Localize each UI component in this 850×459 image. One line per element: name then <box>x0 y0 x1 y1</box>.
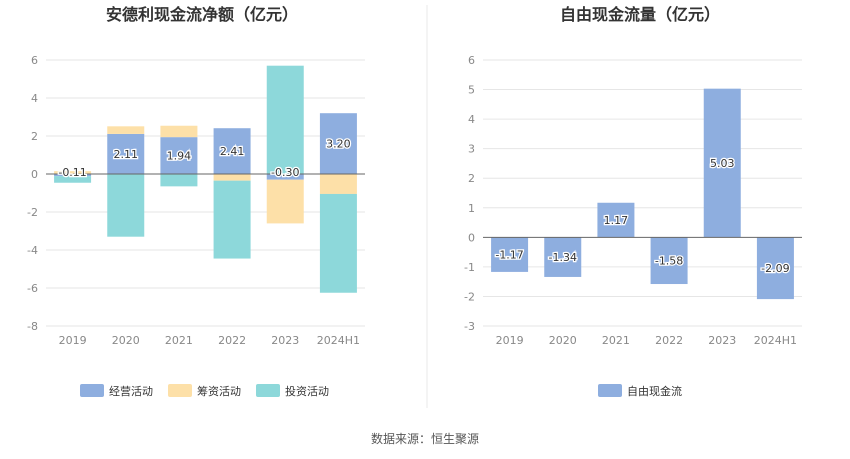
bar-fcf-2022 <box>650 237 688 285</box>
x-tick-label: 2023 <box>708 334 736 347</box>
y-tick-label: -8 <box>27 320 38 333</box>
x-tick-label: 2022 <box>655 334 683 347</box>
bar-fcf-2019 <box>491 237 529 272</box>
y-tick-label: -4 <box>27 244 38 257</box>
data-label: -0.30 <box>271 166 299 179</box>
bar-investing-2021 <box>160 174 198 187</box>
y-tick-label: 4 <box>31 92 38 105</box>
legend-label-fcf[interactable]: 自由现金流 <box>627 384 682 398</box>
y-tick-label: 6 <box>31 54 38 67</box>
x-tick-label: 2022 <box>218 334 246 347</box>
x-tick-label: 2021 <box>165 334 193 347</box>
y-tick-label: -1 <box>464 261 475 274</box>
y-tick-label: 3 <box>468 143 475 156</box>
bar-fcf-2023 <box>703 88 741 238</box>
bar-financing-2020 <box>107 126 145 134</box>
bar-operating-2019 <box>54 174 92 177</box>
data-label: 5.03 <box>710 157 735 170</box>
x-tick-label: 2019 <box>496 334 524 347</box>
y-tick-label: 1 <box>468 202 475 215</box>
bar-investing-2022 <box>213 180 251 259</box>
x-tick-label: 2019 <box>59 334 87 347</box>
bar-financing-2019 <box>54 171 92 174</box>
data-label: 1.17 <box>604 214 629 227</box>
x-tick-label: 2020 <box>112 334 140 347</box>
legend-swatch-financing[interactable] <box>168 384 192 397</box>
data-label: -1.58 <box>655 255 683 268</box>
legend-label-investing[interactable]: 投资活动 <box>285 384 329 398</box>
bar-operating-2021 <box>160 137 198 174</box>
free-cash-flow-chart: 自由现金流量（亿元） 6 5 4 3 2 1 0 -1 -2 -3 -1.17 -1.34 1.17 -1… <box>464 5 802 398</box>
legend-swatch-investing[interactable] <box>256 384 280 397</box>
bar-operating-2023 <box>266 174 304 180</box>
data-source: 数据来源：恒生聚源 <box>371 431 479 446</box>
y-tick-label: -2 <box>27 206 38 219</box>
x-tick-label: 2023 <box>271 334 299 347</box>
x-tick-label: 2024H1 <box>754 334 797 347</box>
cash-flow-net-chart: 安德利现金流净额（亿元） 6 4 2 0 -2 -4 -6 -8 -0.11 2.11 1.94 2.… <box>27 5 365 398</box>
data-label: -0.11 <box>58 166 86 179</box>
right-chart-title: 自由现金流量（亿元） <box>560 5 720 24</box>
data-label: -2.09 <box>761 262 789 275</box>
data-label: 2.11 <box>114 148 139 161</box>
y-tick-label: 6 <box>468 54 475 67</box>
bar-financing-2023 <box>266 179 304 224</box>
bar-financing-2021 <box>160 125 198 138</box>
bar-fcf-2020 <box>544 237 582 277</box>
bar-operating-2022 <box>213 128 251 174</box>
y-tick-label: -3 <box>464 320 475 333</box>
legend-label-operating[interactable]: 经营活动 <box>109 384 153 398</box>
bar-investing-2020 <box>107 174 145 237</box>
data-label: -1.34 <box>549 251 577 264</box>
x-tick-label: 2020 <box>549 334 577 347</box>
y-tick-label: -6 <box>27 282 38 295</box>
bar-operating-2024H1 <box>319 113 357 174</box>
x-tick-label: 2021 <box>602 334 630 347</box>
y-tick-label: 0 <box>31 168 38 181</box>
bar-investing-2023 <box>266 65 304 174</box>
legend-swatch-fcf[interactable] <box>598 384 622 397</box>
bar-investing-2024H1 <box>319 193 357 293</box>
data-label: 2.41 <box>220 145 245 158</box>
bar-fcf-2024H1 <box>756 237 794 300</box>
y-tick-label: -2 <box>464 290 475 303</box>
y-tick-label: 2 <box>31 130 38 143</box>
y-tick-label: 4 <box>468 113 475 126</box>
bar-fcf-2021 <box>597 202 635 238</box>
y-tick-label: 2 <box>468 172 475 185</box>
left-chart-title: 安德利现金流净额（亿元） <box>106 5 298 24</box>
data-label: 3.20 <box>326 138 351 151</box>
data-label: 1.94 <box>167 150 192 163</box>
y-tick-label: 5 <box>468 84 475 97</box>
data-label: -1.17 <box>495 249 523 262</box>
x-tick-label: 2024H1 <box>317 334 360 347</box>
legend-label-financing[interactable]: 筹资活动 <box>197 384 241 398</box>
bar-operating-2020 <box>107 133 145 174</box>
y-tick-label: 0 <box>468 231 475 244</box>
bar-financing-2022 <box>213 174 251 181</box>
bar-financing-2024H1 <box>319 174 357 194</box>
bar-investing-2019 <box>54 176 92 183</box>
legend-swatch-operating[interactable] <box>80 384 104 397</box>
